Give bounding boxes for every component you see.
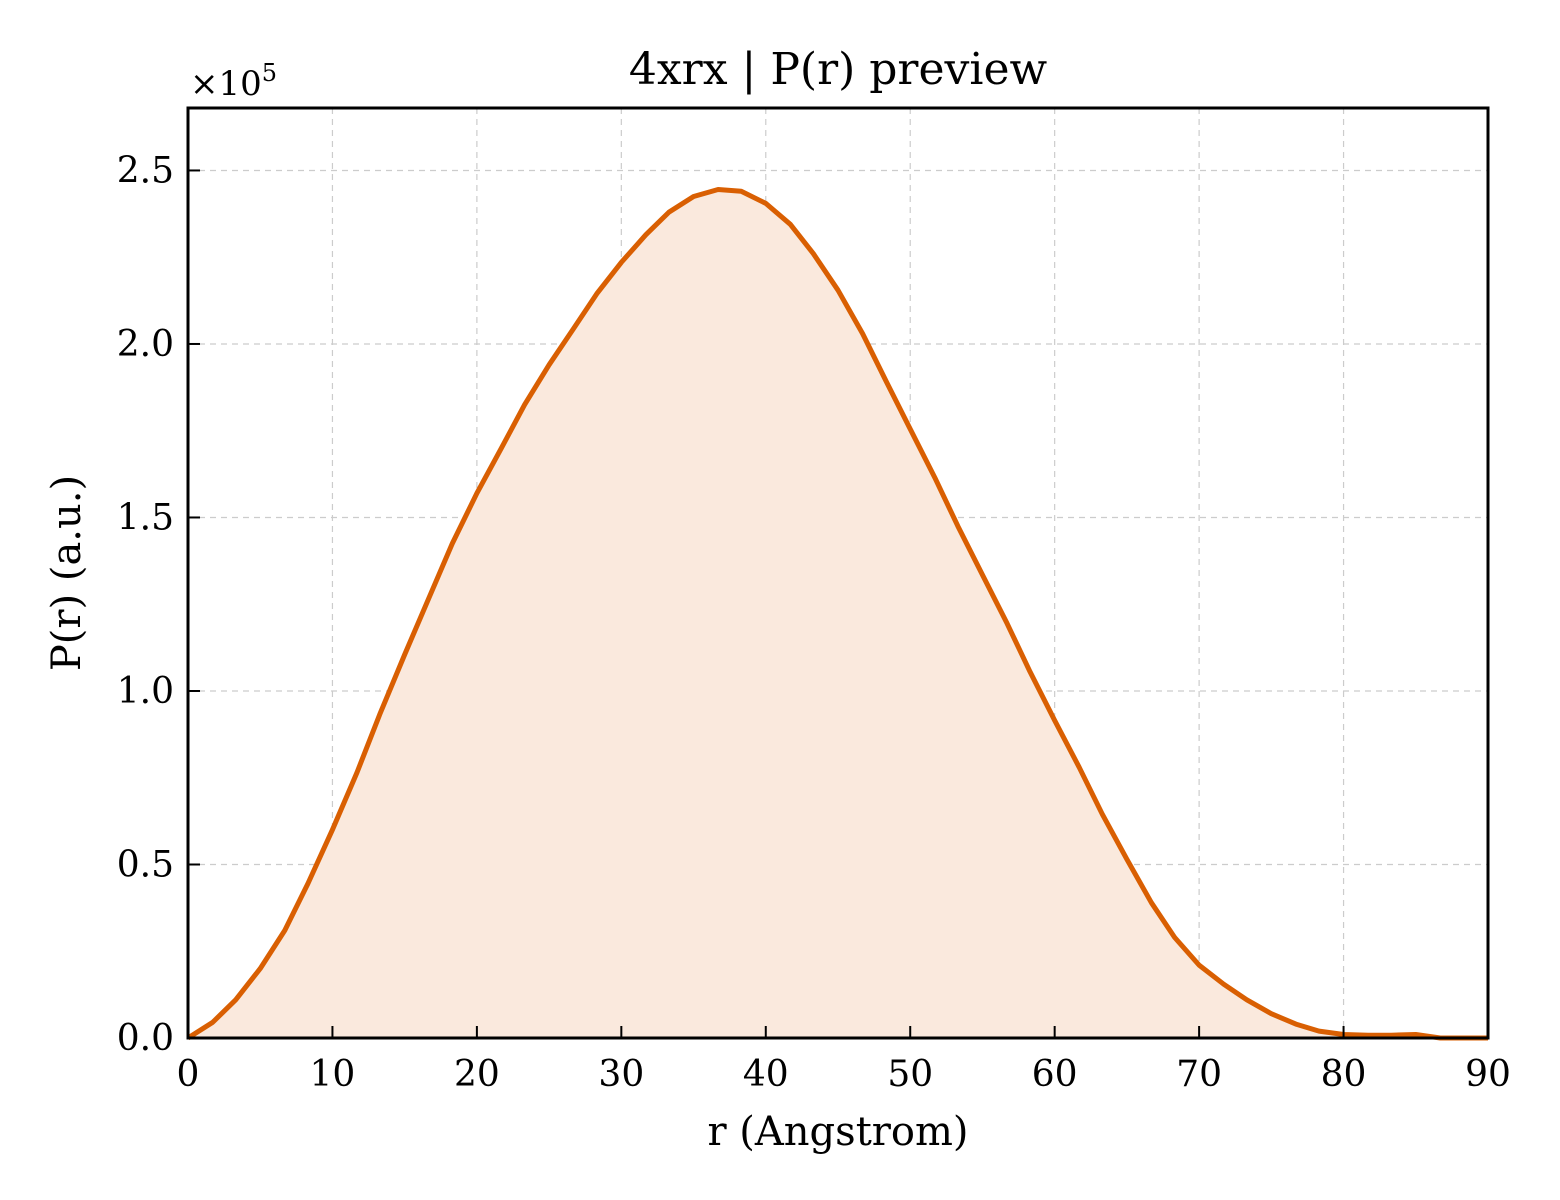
x-tick-label: 50 [887, 1054, 933, 1095]
y-axis-label: P(r) (a.u.) [44, 475, 90, 671]
x-tick-label: 10 [310, 1054, 356, 1095]
y-tick-label: 0.5 [117, 844, 174, 885]
x-tick-label: 40 [743, 1054, 789, 1095]
area-fill [188, 189, 1488, 1038]
y-multiplier-base: ×10 [190, 64, 262, 104]
plot-frame [186, 106, 1490, 1040]
y-tick-label: 1.0 [117, 671, 174, 712]
y-multiplier-exponent: 5 [262, 59, 277, 87]
x-axis-label: r (Angstrom) [707, 1109, 968, 1155]
x-tick-label: 0 [177, 1054, 200, 1095]
y-axis: 0.0 0.5 1.0 1.5 2.0 2.5 [117, 150, 200, 1059]
x-tick-label: 90 [1465, 1054, 1511, 1095]
y-multiplier-label: ×105 [190, 59, 277, 104]
chart-title: 4xrx | P(r) preview [629, 44, 1048, 95]
x-tick-label: 80 [1321, 1054, 1367, 1095]
x-tick-label: 70 [1176, 1054, 1222, 1095]
y-tick-label: 1.5 [117, 497, 174, 538]
y-tick-label: 0.0 [117, 1018, 174, 1059]
y-tick-label: 2.0 [117, 324, 174, 365]
x-tick-label: 20 [454, 1054, 500, 1095]
y-tick-label: 2.5 [117, 150, 174, 191]
x-tick-label: 60 [1032, 1054, 1078, 1095]
series-line [186, 187, 1488, 1041]
x-tick-label: 30 [598, 1054, 644, 1095]
x-axis: 0 10 20 30 40 50 60 70 80 90 [177, 1026, 1511, 1095]
